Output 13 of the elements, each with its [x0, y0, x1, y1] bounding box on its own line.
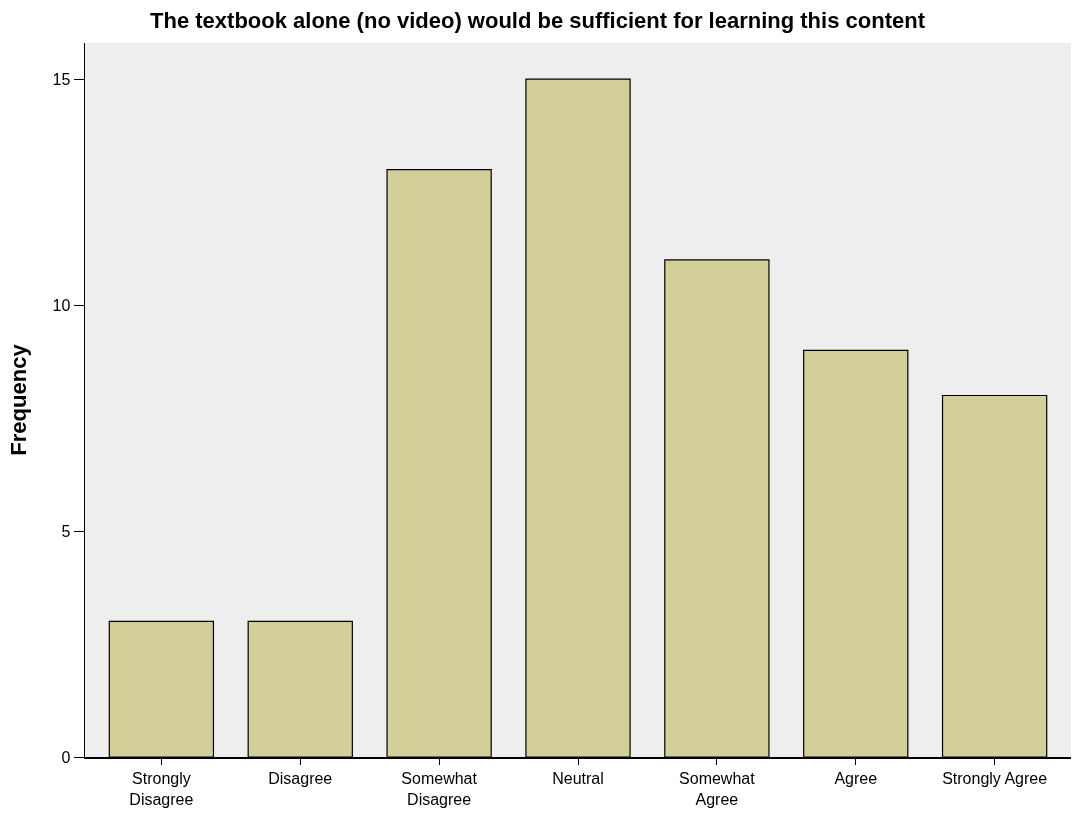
x-tick-label: Disagree [268, 769, 333, 787]
y-tick-label: 0 [61, 748, 71, 766]
x-tick-label: Somewhat Agree [679, 769, 756, 808]
chart-title: The textbook alone (no video) would be sufficient for learning this content [150, 7, 926, 33]
y-tick-label: 10 [52, 296, 71, 314]
y-tick-label: 15 [52, 70, 71, 88]
x-tick-label: Somewhat Disagree [401, 769, 478, 808]
y-axis-title: Frequency [5, 343, 31, 456]
x-tick-label: Neutral [552, 769, 604, 787]
y-tick-label: 5 [61, 522, 71, 540]
x-tick-label: Strongly Disagree [129, 769, 194, 808]
x-tick-label: Strongly Agree [942, 769, 1048, 787]
x-tick-label: Agree [834, 769, 878, 787]
